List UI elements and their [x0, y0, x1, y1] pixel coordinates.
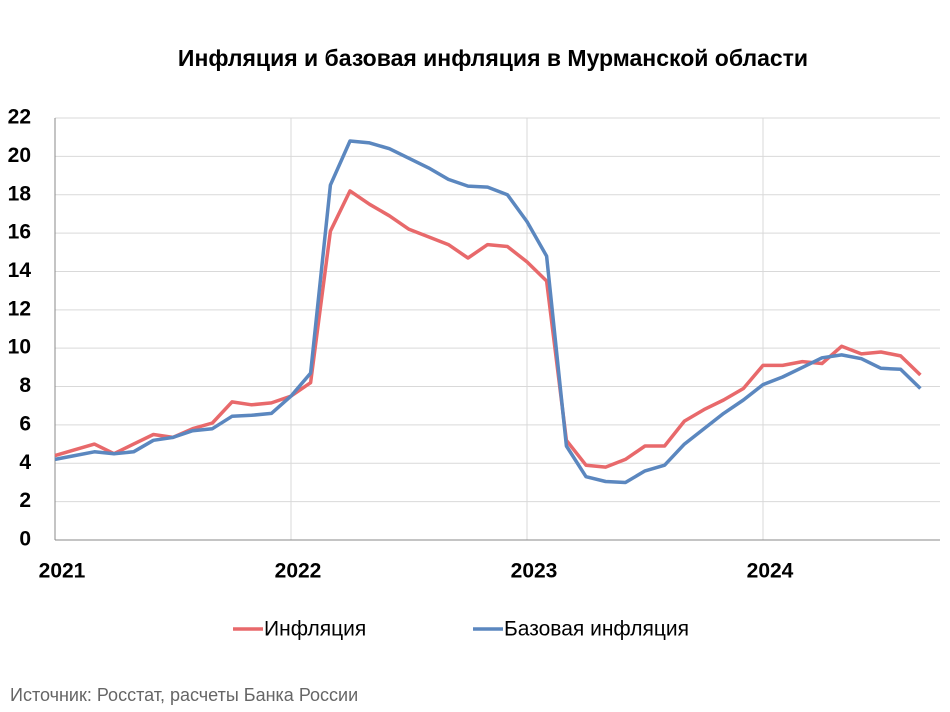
y-tick-label: 18	[8, 182, 32, 205]
data-line	[54, 189, 922, 469]
source-note: Источник: Росстат, расчеты Банка России	[10, 685, 358, 705]
y-tick-label: 4	[19, 451, 31, 474]
x-tick-label: 2023	[511, 560, 558, 583]
y-tick-label: 12	[8, 297, 31, 320]
data-line	[54, 139, 922, 485]
y-tick-label: 8	[19, 374, 31, 397]
y-tick-label: 16	[8, 221, 31, 244]
y-tick-label: 10	[8, 336, 31, 359]
x-tick-label: 2024	[747, 560, 794, 583]
legend-label: Базовая инфляция	[504, 618, 689, 641]
legend-label: Инфляция	[264, 618, 366, 641]
y-tick-label: 20	[8, 144, 31, 167]
y-tick-label: 2	[19, 489, 31, 512]
x-tick-label: 2021	[39, 560, 86, 583]
x-tick-label: 2022	[275, 560, 322, 583]
chart-title: Инфляция и базовая инфляция в Мурманской…	[178, 45, 808, 71]
y-tick-label: 0	[19, 528, 31, 551]
y-tick-label: 14	[8, 259, 32, 282]
y-tick-label: 22	[8, 106, 31, 129]
y-tick-label: 6	[19, 412, 31, 435]
